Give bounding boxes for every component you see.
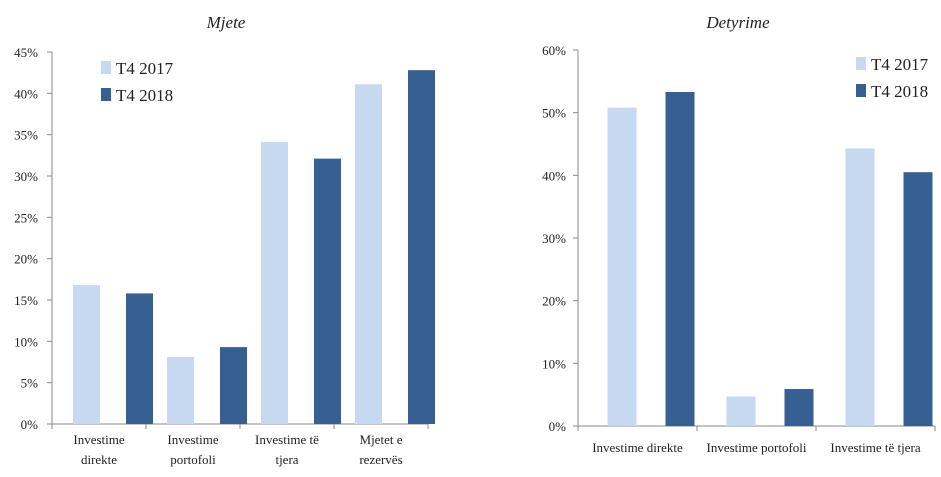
legend-label: T4 2017 <box>116 59 174 78</box>
x-tick-label: Investime portofoli <box>706 440 806 455</box>
labels: 0% 10% 20% 30% 40% 50% 60% Investime direkte Inv… <box>542 43 921 455</box>
chart-title: Mjete <box>206 13 246 32</box>
y-tick-label: 30% <box>14 169 38 184</box>
bar-series-2 <box>220 347 247 424</box>
y-tick-label: 10% <box>542 356 566 371</box>
legend-label: T4 2017 <box>871 55 929 74</box>
x-tick-label: Investime direkte <box>592 440 683 455</box>
y-tick-label: 0% <box>549 419 567 434</box>
bar-series-2 <box>126 293 153 424</box>
bar-series-1 <box>845 148 875 427</box>
bar-series-2 <box>408 70 435 424</box>
y-tick-label: 5% <box>21 376 39 391</box>
y-tick-label: 45% <box>14 45 38 60</box>
y-tick-label: 30% <box>542 231 566 246</box>
bar-series-1 <box>726 396 756 426</box>
legend-swatch <box>856 84 866 97</box>
bar-series-1 <box>261 142 288 424</box>
x-tick-label: Investime direkte <box>73 432 124 467</box>
bar-series-2 <box>665 91 695 426</box>
y-tick-label: 10% <box>14 334 38 349</box>
legend: T4 2017 T4 2018 <box>101 59 174 105</box>
chart-detyrime: Detyrime 0% 10% 20% 30% 40% 50% 60% Investime d… <box>542 13 936 455</box>
y-tick-label: 0% <box>21 417 39 432</box>
chart-title: Detyrime <box>705 13 770 32</box>
y-tick-label: 40% <box>14 86 38 101</box>
legend-swatch <box>101 88 111 101</box>
bar-series-1 <box>607 107 637 427</box>
y-tick-label: 60% <box>542 43 566 58</box>
y-tick-label: 20% <box>14 252 38 267</box>
legend-swatch <box>856 57 866 70</box>
legend-swatch <box>101 61 111 74</box>
bar-series-1 <box>167 357 194 424</box>
x-tick-label: Investime të tjera <box>255 432 319 467</box>
legend-label: T4 2018 <box>116 86 173 105</box>
legend: T4 2017 T4 2018 <box>856 55 929 101</box>
y-tick-label: 25% <box>14 210 38 225</box>
y-tick-label: 50% <box>542 106 566 121</box>
y-tick-label: 40% <box>542 168 566 183</box>
bar-series-2 <box>903 172 933 426</box>
chart-mjete: Mjete 0% 5% 10% 15% 20% 25% 30% 35% 40% 45% Invest… <box>14 13 435 467</box>
bars <box>73 70 435 425</box>
x-tick-label: Investime të tjera <box>830 440 920 455</box>
labels: 0% 5% 10% 15% 20% 25% 30% 35% 40% 45% Investime dir… <box>14 45 403 467</box>
y-tick-label: 20% <box>542 294 566 309</box>
bar-series-2 <box>314 158 341 424</box>
bar-series-1 <box>355 84 382 425</box>
x-tick-label: Mjetet e rezervës <box>359 432 402 467</box>
y-tick-label: 35% <box>14 128 38 143</box>
legend-label: T4 2018 <box>871 82 928 101</box>
bar-series-1 <box>73 285 100 424</box>
x-tick-label: Investime portofoli <box>167 432 218 467</box>
y-tick-label: 15% <box>14 293 38 308</box>
bar-series-2 <box>784 389 814 426</box>
axes <box>573 49 936 431</box>
bars <box>607 91 933 427</box>
